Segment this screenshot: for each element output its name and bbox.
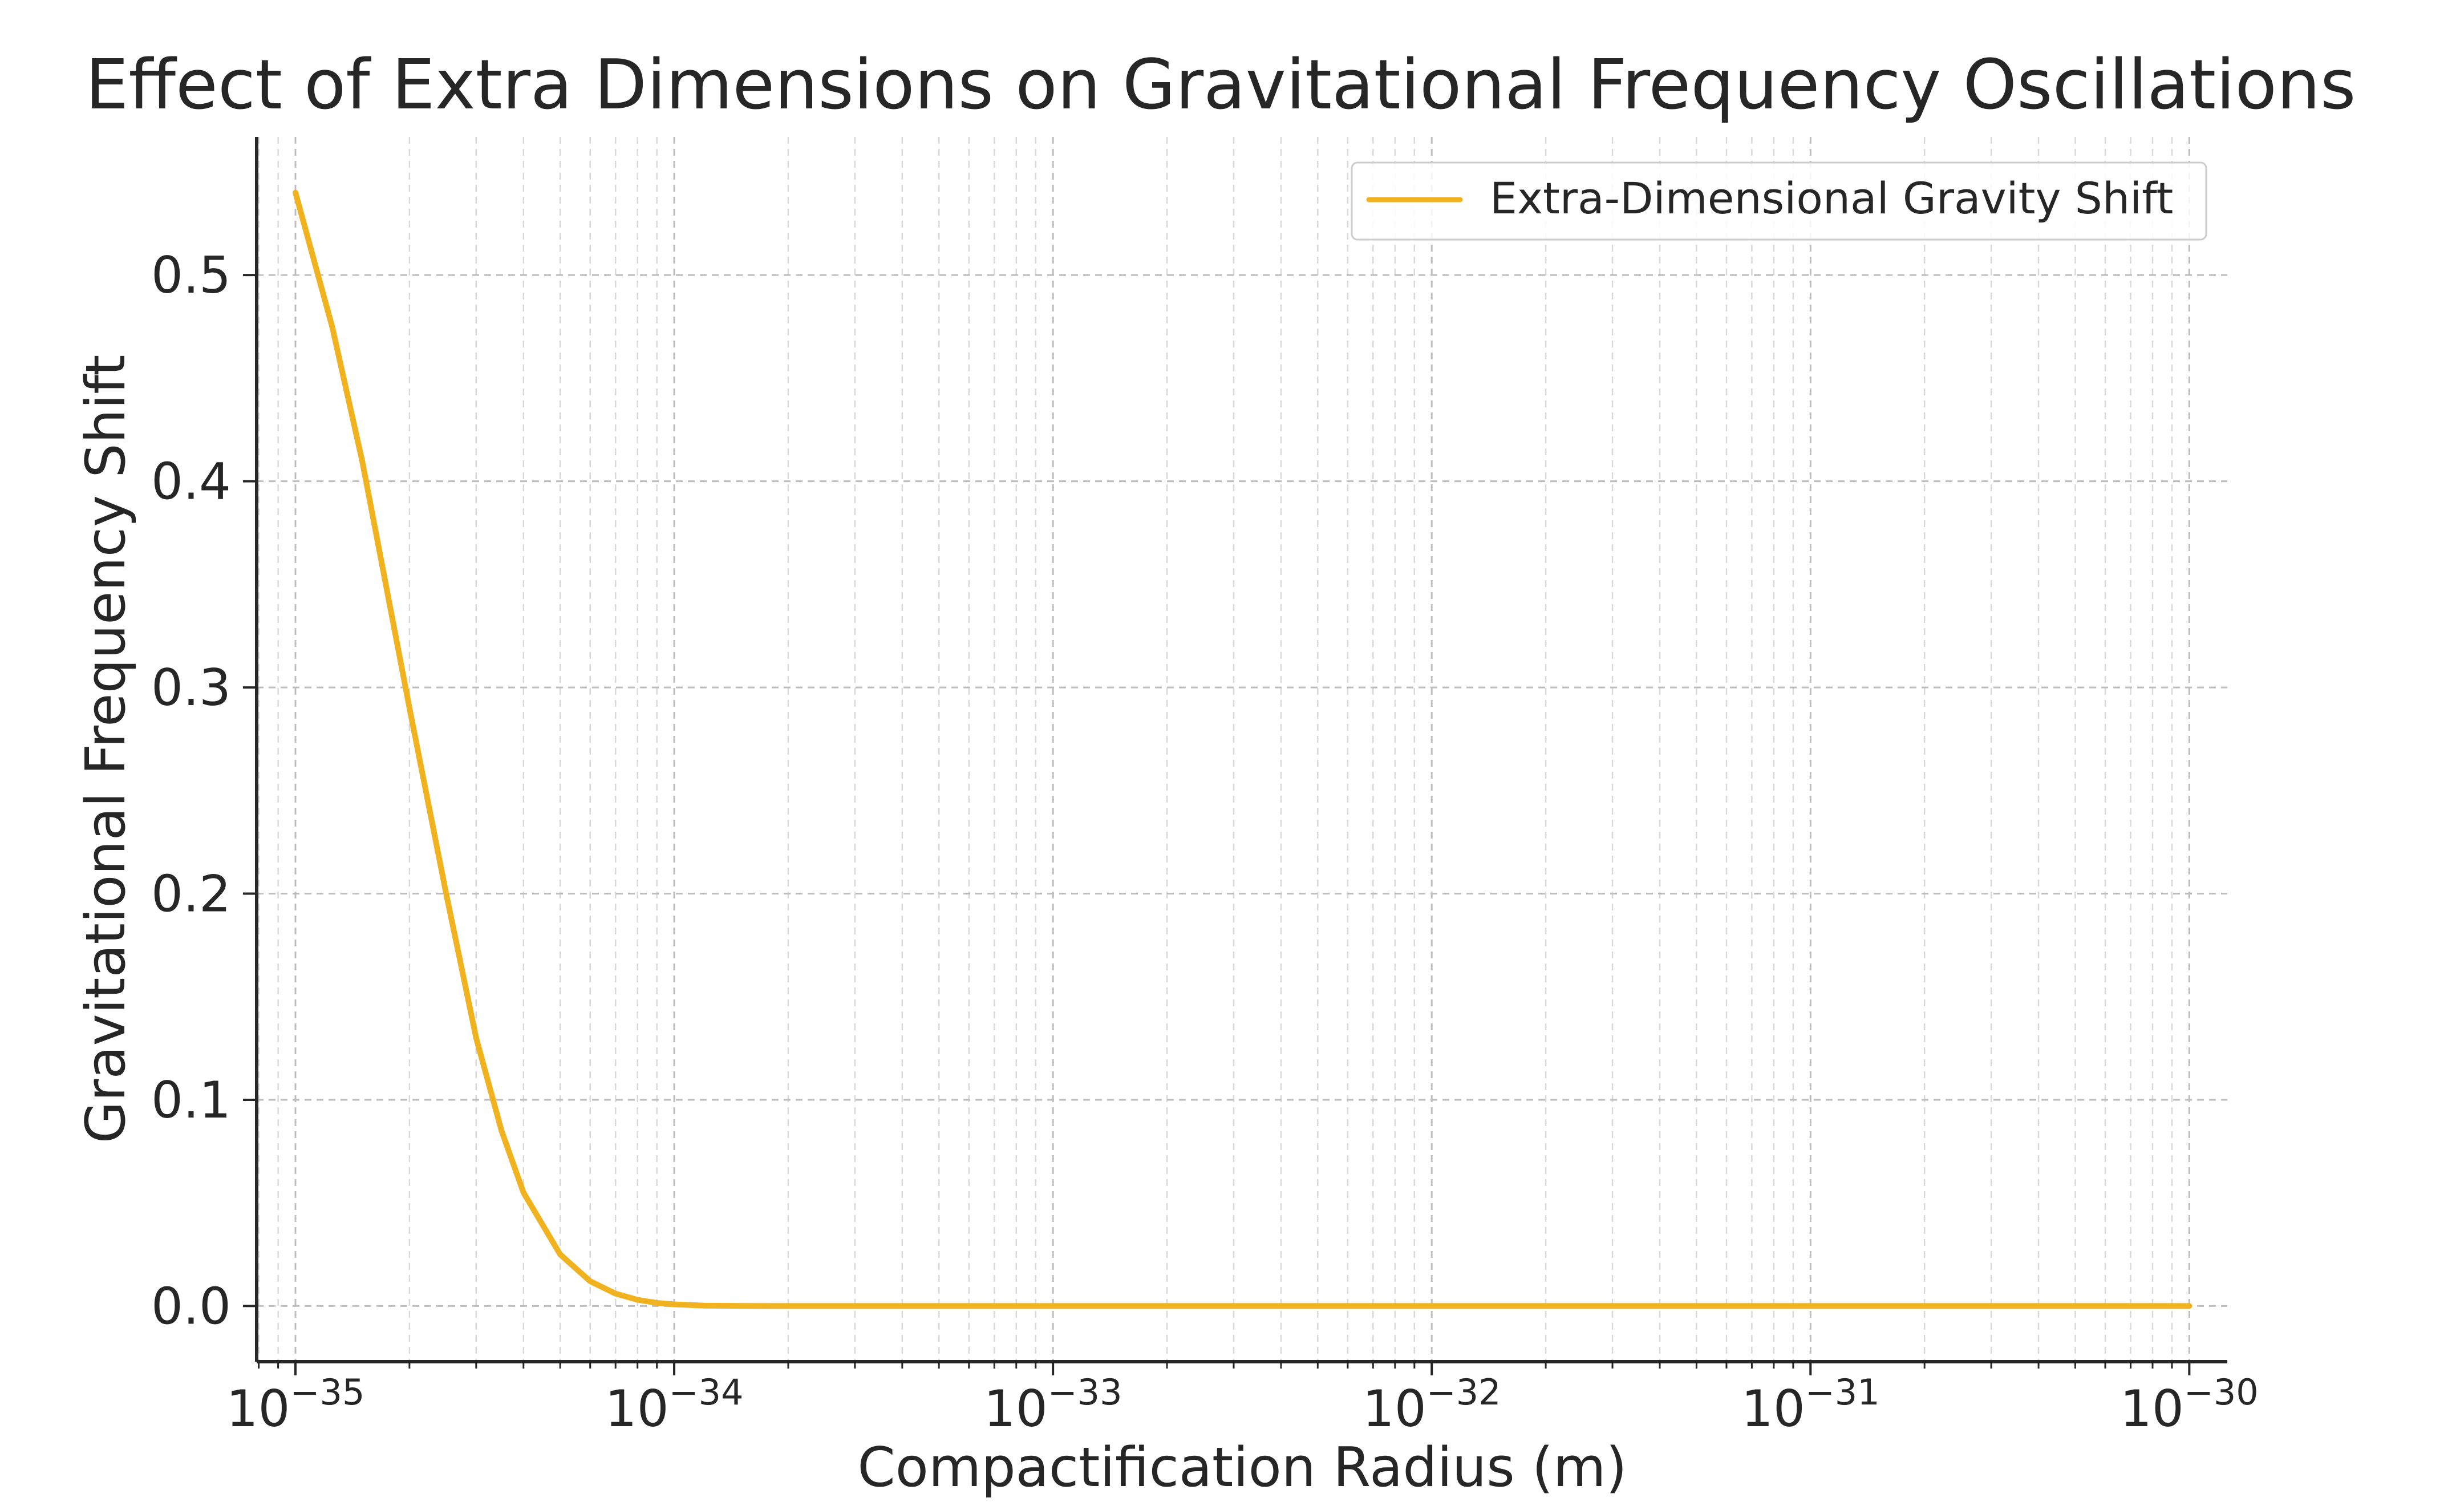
series-layer bbox=[293, 189, 2193, 1309]
y-tick-label: 0.5 bbox=[151, 246, 231, 305]
x-ticks: 10−35 10−34 10−33 10−32 10−31 10−30 bbox=[226, 1362, 2259, 1438]
x-axis-label: Compactification Radius (m) bbox=[857, 1436, 1627, 1499]
x-tick-label: 10−33 bbox=[984, 1371, 1122, 1438]
y-tick-label: 0.4 bbox=[151, 452, 231, 511]
legend-label: Extra-Dimensional Gravity Shift bbox=[1490, 173, 2173, 224]
y-tick-label: 0.2 bbox=[151, 865, 231, 924]
x-tick-label: 10−34 bbox=[605, 1371, 744, 1438]
y-axis-label: Gravitational Frequency Shift bbox=[75, 355, 137, 1144]
legend-frame bbox=[1351, 161, 2207, 241]
x-tick-label: 10−32 bbox=[1363, 1371, 1501, 1438]
x-tick-label: 10−31 bbox=[1741, 1371, 1880, 1438]
x-tick-label: 10−30 bbox=[2120, 1371, 2259, 1438]
grid bbox=[257, 137, 2227, 1362]
y-tick-label: 0.1 bbox=[151, 1071, 231, 1130]
y-ticks: 0.0 0.1 0.2 0.3 0.4 0.5 bbox=[151, 246, 257, 1335]
chart-title: Effect of Extra Dimensions on Gravitatio… bbox=[86, 46, 2356, 125]
x-tick-label: 10−35 bbox=[226, 1371, 365, 1438]
legend: Extra-Dimensional Gravity Shift bbox=[1351, 161, 2207, 241]
series-line-extra-dimensional-gravity-shift bbox=[293, 189, 2193, 1309]
y-tick-label: 0.3 bbox=[151, 658, 231, 717]
y-tick-label: 0.0 bbox=[151, 1277, 231, 1335]
